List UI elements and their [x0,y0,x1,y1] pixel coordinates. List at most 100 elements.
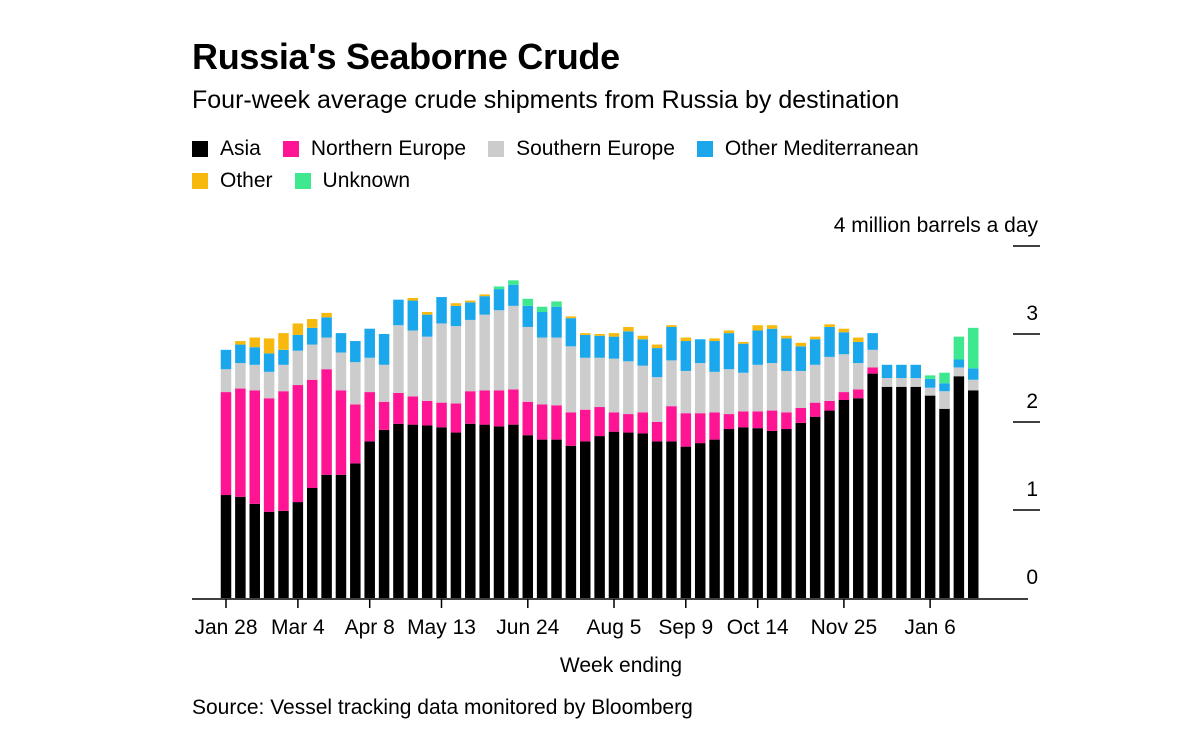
bar-segment-unknown [493,286,505,290]
bar-segment-other [235,341,246,345]
bar-segment-southern-europe [953,367,965,377]
bar-segment-asia [924,395,936,598]
bar-segment-northern-europe [565,412,577,446]
bar-segment-northern-europe [709,412,720,440]
bar-segment-northern-europe [278,391,289,511]
bar-segment-asia [694,443,706,598]
bar-segment-northern-europe [292,385,304,503]
bar-segment-other [766,325,778,329]
bar-segment-northern-europe [393,392,404,424]
bar-segment-other [407,297,419,301]
legend-item-asia: Asia [192,137,261,161]
bar-segment-asia [393,423,404,598]
bar-segment-northern-europe [824,400,835,411]
bar-segment-southern-europe [436,323,447,403]
bar-segment-northern-europe [723,414,735,430]
bar-segment-southern-europe [522,326,534,402]
bar-segment-other-mediterranean [594,335,605,358]
bar-segment-other [594,334,605,336]
bar-segment-other-mediterranean [752,330,763,365]
bar-segment-southern-europe [766,363,778,411]
x-tick-label: Nov 25 [811,616,878,639]
bar-segment-northern-europe [465,391,476,424]
bar-segment-northern-europe [364,392,375,442]
bar-segment-southern-europe [939,391,950,409]
bar-segment-southern-europe [608,358,620,413]
bar-segment-asia [465,423,476,598]
bar-segment-unknown [924,375,936,379]
bar-segment-asia [766,430,778,598]
bar-segment-other-mediterranean [450,305,462,327]
bar-segment-other [666,325,677,327]
y-axis: 0 1 2 3 4 million barrels a day [834,214,1040,589]
bar-segment-northern-europe [666,406,677,442]
legend-label-asia: Asia [220,137,261,160]
bar-segment-asia [723,429,735,598]
bar-segment-northern-europe [651,422,663,442]
x-tick-label: Oct 14 [727,616,789,639]
bar-segment-other-mediterranean [220,349,232,370]
x-tick-label: Jan 28 [194,616,257,639]
bar-segment-other-mediterranean [536,312,548,338]
chart-title: Russia's Seaborne Crude [192,36,620,77]
bar-segment-southern-europe [709,371,720,413]
bar-segment-other-mediterranean [651,348,663,378]
bar-segment-asia [450,432,462,598]
bar-segment-other [421,312,433,315]
bar-segment-other [263,338,275,354]
bar-segment-other [637,335,648,340]
bar-segment-asia [235,496,246,598]
bar-segment-asia [220,495,232,598]
bar-segment-other [795,342,807,347]
bar-segment-asia [407,424,419,598]
bar-segment-other-mediterranean [623,331,634,362]
bar-segment-northern-europe [479,390,490,425]
bar-segment-other [249,337,260,348]
bar-segment-asia [853,398,864,598]
legend-swatch-southern-europe [488,141,505,157]
bar-segment-asia [752,428,763,598]
x-axis-label: Week ending [560,654,682,677]
bar-segment-southern-europe [738,372,749,412]
bar-segment-northern-europe [838,392,850,400]
bar-segment-other-mediterranean [278,349,289,365]
legend: Asia Northern Europe Southern Europe Oth… [192,133,1012,197]
bar-segment-southern-europe [867,349,878,368]
bar-segment-asia [881,386,893,598]
legend-swatch-other-mediterranean [696,141,713,157]
bar-segment-other [608,333,620,337]
bar-segment-asia [867,373,878,598]
bar-segment-northern-europe [795,407,807,423]
bar-segment-other-mediterranean [766,328,778,364]
bar-segment-other-mediterranean [436,297,447,324]
legend-swatch-unknown [294,173,311,189]
bar-segment-northern-europe [421,400,433,426]
bar-segment-other-mediterranean [321,317,332,338]
bar-segment-northern-europe [680,413,692,447]
bar-segment-northern-europe [306,379,318,488]
bar-segment-southern-europe [781,370,792,413]
chart-subtitle: Four-week average crude shipments from R… [192,86,900,114]
legend-item-southern-europe: Southern Europe [488,137,675,161]
bar-segment-other-mediterranean [335,333,347,353]
bar-segment-southern-europe [536,337,548,405]
bar-segment-northern-europe [220,392,232,496]
bar-segment-other [680,337,692,342]
bar-segment-southern-europe [723,369,735,415]
x-tick-label: Apr 8 [345,616,395,639]
bar-segment-southern-europe [967,379,979,391]
x-tick-label: Sep 9 [658,616,713,639]
bar-segment-northern-europe [436,402,447,428]
legend-swatch-other [192,173,208,189]
bar-segment-northern-europe [608,412,620,432]
legend-item-unknown: Unknown [294,169,410,193]
bar-segment-southern-europe [292,350,304,386]
bar-segment-other [853,337,864,342]
bar-segment-asia [350,463,361,598]
bar-segment-other [623,326,634,332]
bar-segment-other-mediterranean [393,299,404,326]
bar-segment-northern-europe [335,390,347,475]
bar-segment-southern-europe [364,357,375,393]
bar-segment-southern-europe [407,330,419,397]
bar-segment-southern-europe [809,364,821,403]
